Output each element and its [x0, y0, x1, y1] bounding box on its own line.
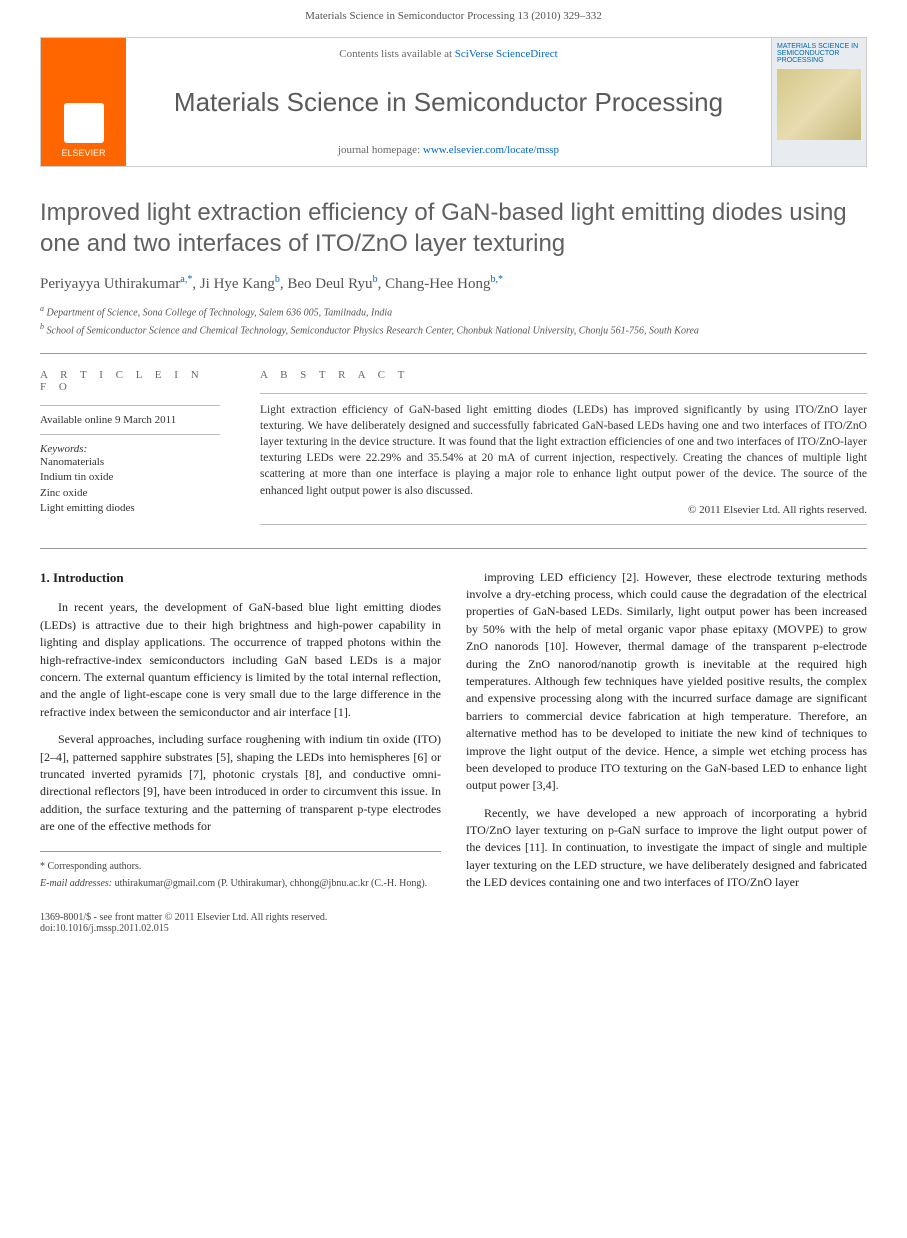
- homepage-line: journal homepage: www.elsevier.com/locat…: [141, 144, 756, 156]
- corresponding-footer: * Corresponding authors. E-mail addresse…: [40, 851, 441, 892]
- author-4: Chang-Hee Hong: [385, 276, 490, 292]
- author-1: Periyayya Uthirakumar: [40, 276, 180, 292]
- divider-bottom: [40, 548, 867, 549]
- emails-label: E-mail addresses:: [40, 878, 112, 889]
- elsevier-logo: ELSEVIER: [61, 103, 105, 158]
- affiliation-a-text: Department of Science, Sona College of T…: [47, 308, 393, 319]
- para-3: improving LED efficiency [2]. However, t…: [466, 569, 867, 795]
- para-2: Several approaches, including surface ro…: [40, 731, 441, 835]
- homepage-link[interactable]: www.elsevier.com/locate/mssp: [423, 144, 559, 156]
- banner-center: Contents lists available at SciVerse Sci…: [126, 38, 771, 166]
- footer-right: [466, 912, 867, 934]
- meta-row: A R T I C L E I N F O Available online 9…: [40, 354, 867, 548]
- online-date: Available online 9 March 2011: [40, 414, 220, 426]
- citation-text: Materials Science in Semiconductor Proce…: [305, 10, 602, 22]
- corr-label: * Corresponding authors.: [40, 860, 441, 875]
- elsevier-tree-icon: [64, 103, 104, 143]
- keywords-label: Keywords:: [40, 443, 220, 455]
- affiliations: a Department of Science, Sona College of…: [40, 303, 867, 338]
- para-4: Recently, we have developed a new approa…: [466, 805, 867, 892]
- author-2-aff: b: [275, 274, 280, 285]
- footer-row: 1369-8001/$ - see front matter © 2011 El…: [40, 912, 867, 934]
- column-right: improving LED efficiency [2]. However, t…: [466, 569, 867, 902]
- contents-line: Contents lists available at SciVerse Sci…: [141, 48, 756, 60]
- body-columns: 1. Introduction In recent years, the dev…: [40, 569, 867, 902]
- para-1: In recent years, the development of GaN-…: [40, 599, 441, 721]
- affiliation-b-text: School of Semiconductor Science and Chem…: [47, 325, 699, 336]
- affiliation-a: a Department of Science, Sona College of…: [40, 303, 867, 320]
- article-info: A R T I C L E I N F O Available online 9…: [40, 369, 240, 533]
- info-divider-1: [40, 405, 220, 406]
- keyword-2: Indium tin oxide: [40, 470, 220, 485]
- author-3: Beo Deul Ryu: [287, 276, 372, 292]
- abstract-text: Light extraction efficiency of GaN-based…: [260, 402, 867, 499]
- abstract-divider: [260, 393, 867, 394]
- contents-prefix: Contents lists available at: [339, 48, 454, 60]
- email-2: chhong@jbnu.ac.kr (C.-H. Hong).: [290, 878, 427, 889]
- copyright: © 2011 Elsevier Ltd. All rights reserved…: [260, 504, 867, 516]
- author-4-aff: b,*: [490, 274, 503, 285]
- column-left: 1. Introduction In recent years, the dev…: [40, 569, 441, 902]
- keyword-3: Zinc oxide: [40, 486, 220, 501]
- doi-text: doi:10.1016/j.mssp.2011.02.015: [40, 923, 441, 934]
- keyword-4: Light emitting diodes: [40, 501, 220, 516]
- publisher-block: ELSEVIER: [41, 38, 126, 166]
- abstract-block: A B S T R A C T Light extraction efficie…: [240, 369, 867, 533]
- abstract-divider-bottom: [260, 524, 867, 525]
- issn-text: 1369-8001/$ - see front matter © 2011 El…: [40, 912, 441, 923]
- info-label: A R T I C L E I N F O: [40, 369, 220, 393]
- publisher-name: ELSEVIER: [61, 148, 105, 158]
- journal-title: Materials Science in Semiconductor Proce…: [141, 87, 756, 118]
- section-1-heading: 1. Introduction: [40, 569, 441, 588]
- author-1-aff: a,*: [180, 274, 192, 285]
- affiliation-b: b School of Semiconductor Science and Ch…: [40, 321, 867, 338]
- keyword-1: Nanomaterials: [40, 455, 220, 470]
- cover-thumbnail: MATERIALS SCIENCE IN SEMICONDUCTOR PROCE…: [771, 38, 866, 166]
- homepage-prefix: journal homepage:: [338, 144, 423, 156]
- info-divider-2: [40, 434, 220, 435]
- author-3-aff: b: [373, 274, 378, 285]
- article-title: Improved light extraction efficiency of …: [40, 197, 867, 259]
- abstract-label: A B S T R A C T: [260, 369, 867, 381]
- email-1: uthirakumar@gmail.com (P. Uthirakumar),: [115, 878, 288, 889]
- sciencedirect-link[interactable]: SciVerse ScienceDirect: [455, 48, 558, 60]
- author-2: Ji Hye Kang: [200, 276, 275, 292]
- emails-block: E-mail addresses: uthirakumar@gmail.com …: [40, 877, 441, 892]
- authors-list: Periyayya Uthirakumara,*, Ji Hye Kangb, …: [40, 274, 867, 293]
- footer-left: 1369-8001/$ - see front matter © 2011 El…: [40, 912, 441, 934]
- cover-text: MATERIALS SCIENCE IN SEMICONDUCTOR PROCE…: [777, 43, 858, 64]
- journal-banner: ELSEVIER Contents lists available at Sci…: [40, 37, 867, 167]
- citation-header: Materials Science in Semiconductor Proce…: [0, 0, 907, 27]
- cover-image: [777, 69, 861, 140]
